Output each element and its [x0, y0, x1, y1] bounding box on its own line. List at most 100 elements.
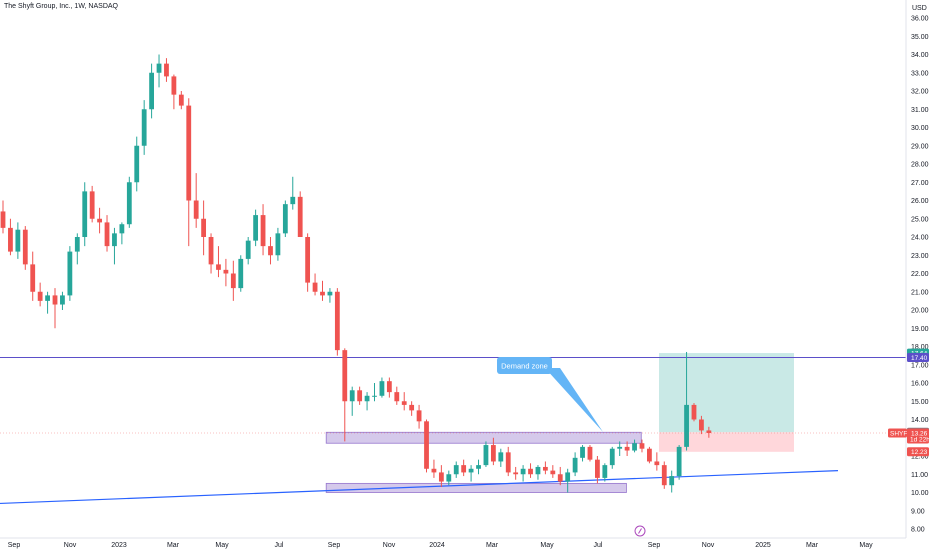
price-tick-label: 27.00: [911, 180, 929, 187]
price-tag-label: 12.23: [911, 449, 928, 456]
candle-body: [149, 72, 154, 110]
candle-body: [89, 191, 95, 219]
candle-body: [67, 251, 73, 296]
candle: [327, 288, 333, 303]
candle: [550, 465, 556, 478]
candle-body: [476, 465, 481, 469]
price-tick-label: 26.00: [911, 198, 929, 205]
candle-body: [676, 446, 682, 477]
price-tag: 17.40: [907, 352, 929, 362]
candle: [37, 282, 43, 307]
candle: [639, 439, 645, 453]
price-tick-label: 34.00: [911, 52, 929, 59]
candle-body: [639, 443, 645, 449]
candle-body: [8, 227, 13, 252]
countdown-label: 1d 22h: [910, 437, 930, 444]
candle-body: [557, 474, 563, 482]
candle: [82, 182, 88, 247]
candle-body: [290, 196, 296, 205]
candle-body: [312, 282, 318, 292]
candle: [557, 466, 563, 486]
candle-body: [282, 204, 288, 234]
candle-body: [669, 476, 675, 486]
demand-zone-callout: Demand zone: [497, 357, 603, 432]
time-tick-label: 2024: [429, 542, 445, 549]
candle: [386, 377, 392, 398]
price-tick-label: 11.00: [911, 472, 928, 479]
candle-body: [438, 472, 444, 482]
candle-body: [505, 452, 511, 473]
candle-body: [230, 273, 236, 289]
price-tag-bg: [907, 447, 929, 457]
candle-body: [372, 395, 377, 397]
candle: [602, 463, 608, 482]
candle: [372, 383, 377, 402]
candle-body: [119, 224, 125, 234]
candle: [565, 468, 571, 493]
candle: [268, 237, 273, 265]
time-axis[interactable]: Sep Nov 2023 Mar May Jul Sep Nov 2024 Mar May Jul Se…: [8, 542, 873, 549]
candle-body: [45, 295, 50, 301]
replay-icon[interactable]: [634, 525, 646, 537]
candle-body: [74, 237, 80, 252]
candle-body: [349, 390, 355, 402]
candle: [45, 291, 50, 314]
candles-layer: [0, 54, 712, 493]
candle: [290, 176, 296, 210]
price-tick-label: 21.00: [911, 289, 929, 296]
candle: [141, 100, 147, 155]
candle-body: [706, 430, 712, 434]
candle-body: [572, 457, 578, 473]
candle: [149, 63, 154, 119]
candle: [535, 465, 541, 480]
price-tag-bg: [907, 428, 929, 444]
candle: [669, 470, 675, 493]
candle: [104, 215, 110, 252]
candle-body: [528, 468, 533, 475]
zones-layer: [325, 353, 794, 493]
candle-body: [550, 470, 556, 475]
price-tick-label: 9.00: [911, 508, 925, 515]
candle: [401, 392, 407, 411]
time-tick-label: Sep: [328, 542, 341, 549]
target-zone: [659, 353, 794, 433]
price-tick-label: 24.00: [911, 235, 929, 242]
candle: [580, 445, 585, 462]
time-tick-label: Mar: [486, 542, 499, 549]
candle: [684, 351, 689, 451]
candle: [30, 251, 36, 301]
candle: [453, 461, 459, 478]
candle: [595, 456, 600, 484]
candle: [468, 465, 474, 482]
candle-body: [97, 218, 102, 223]
candle-body: [379, 381, 385, 396]
currency-label: USD: [912, 5, 927, 12]
candle: [528, 463, 533, 478]
candle-body: [632, 443, 637, 451]
candle-body: [297, 196, 303, 237]
candle-body: [178, 94, 184, 106]
candle: [334, 288, 340, 356]
candle-body: [164, 63, 169, 77]
candle: [208, 233, 214, 274]
price-tick-label: 36.00: [911, 16, 929, 23]
price-tick-label: 14.00: [911, 417, 929, 424]
candle: [201, 200, 207, 256]
candle: [357, 386, 363, 405]
candle: [461, 459, 467, 477]
candle: [297, 191, 303, 237]
time-tick-label: Jul: [275, 542, 284, 549]
candle-body: [609, 448, 615, 466]
candle: [490, 437, 496, 466]
candle: [409, 401, 415, 416]
time-tick-label: May: [859, 542, 873, 549]
price-tick-label: 23.00: [911, 253, 929, 260]
price-axis[interactable]: 8.009.0010.0011.0012.0013.0014.0015.0016…: [911, 16, 929, 534]
candle: [676, 445, 682, 480]
candle-body: [60, 295, 65, 305]
annotation-layer: Demand zone: [497, 357, 603, 432]
candle: [520, 465, 526, 482]
candle-body: [520, 468, 526, 475]
